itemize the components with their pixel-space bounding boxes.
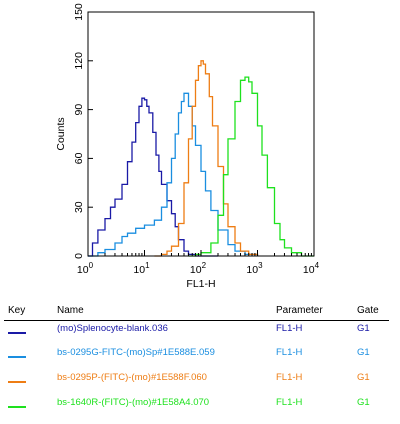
y-axis-title: Counts xyxy=(55,117,67,150)
series-line xyxy=(188,76,314,257)
y-tick-label: 0 xyxy=(73,253,85,259)
legend-header-gate: Gate xyxy=(357,305,379,316)
y-tick-label: 90 xyxy=(73,104,85,116)
legend-gate: G1 xyxy=(357,347,370,358)
y-tick-label: 120 xyxy=(73,52,85,70)
legend-name: (mo)Splenocyte-blank.036 xyxy=(57,323,168,334)
legend-swatch xyxy=(8,381,26,383)
legend-swatch xyxy=(8,406,26,408)
legend-name: bs-0295G-FITC-(mo)Sp#1E588E.059 xyxy=(57,347,215,358)
series-line xyxy=(88,92,259,257)
legend-header-name: Name xyxy=(57,305,84,316)
x-axis-title: FL1-H xyxy=(186,278,215,290)
legend-parameter: FL1-H xyxy=(276,372,303,383)
legend-swatch xyxy=(8,332,26,334)
y-tick-label: 60 xyxy=(73,152,85,164)
legend-parameter: FL1-H xyxy=(276,323,303,334)
legend-row: (mo)Splenocyte-blank.036 FL1-H G1 xyxy=(0,323,400,337)
legend-gate: G1 xyxy=(357,372,370,383)
x-tick-label: 100 xyxy=(77,261,94,276)
x-tick-label: 103 xyxy=(246,261,263,276)
y-tick-label: 150 xyxy=(73,3,85,21)
legend-gate: G1 xyxy=(357,397,370,408)
legend-row: bs-0295P-(FITC)-(mo)#1E588F.060 FL1-H G1 xyxy=(0,372,400,386)
legend-row: bs-0295G-FITC-(mo)Sp#1E588E.059 FL1-H G1 xyxy=(0,347,400,361)
legend-gate: G1 xyxy=(357,323,370,334)
y-tick-label: 30 xyxy=(73,201,85,213)
series-line xyxy=(154,60,259,257)
histogram-chart: 0 30 60 90 120 150 100 101 102 103 104 Counts FL1-… xyxy=(55,3,320,290)
x-tick-label: 102 xyxy=(190,261,207,276)
legend-header-parameter: Parameter xyxy=(276,305,323,316)
legend-header-key: Key xyxy=(8,305,26,316)
x-tick-label: 101 xyxy=(133,261,150,276)
legend-row: bs-1640R-(FITC)-(mo)#1E58A4.070 FL1-H G1 xyxy=(0,397,400,411)
legend-name: bs-0295P-(FITC)-(mo)#1E588F.060 xyxy=(57,372,207,383)
plot-frame xyxy=(87,11,315,257)
legend-parameter: FL1-H xyxy=(276,397,303,408)
legend-parameter: FL1-H xyxy=(276,347,303,358)
legend-name: bs-1640R-(FITC)-(mo)#1E58A4.070 xyxy=(57,397,210,408)
series-line xyxy=(88,97,218,257)
x-tick-label: 104 xyxy=(303,261,320,276)
legend-swatch xyxy=(8,356,26,358)
legend-header-divider xyxy=(4,320,389,321)
